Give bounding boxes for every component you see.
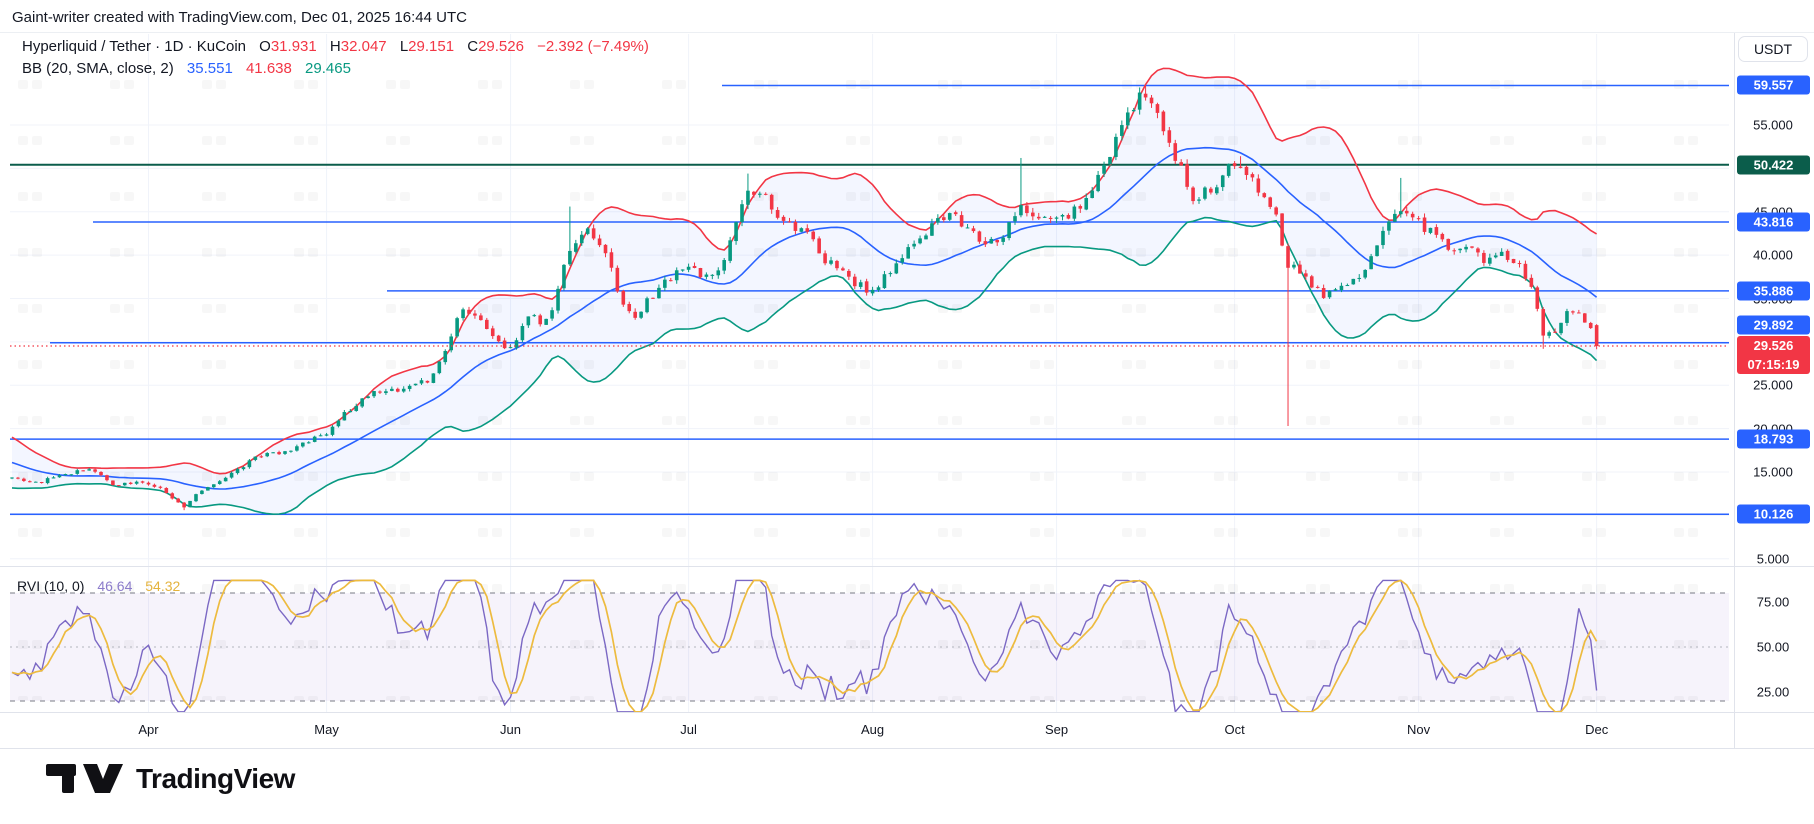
time-axis-label-dec: Dec (1585, 722, 1609, 737)
price-axis-label: 5.000 (1756, 551, 1790, 567)
axis-divider (1734, 33, 1735, 748)
rvi-legend[interactable]: RVI (10, 0) 46.64 54.32 (17, 578, 180, 594)
price-level-badge[interactable]: 43.816 (1737, 212, 1810, 232)
bb-title[interactable]: BB (20, SMA, close, 2) (22, 60, 174, 77)
time-axis-label-apr: Apr (138, 722, 159, 737)
time-axis-label-sep: Sep (1044, 722, 1069, 737)
open-label: O (259, 38, 271, 55)
bar-countdown: 07:15:19 (1747, 357, 1800, 373)
rvi-axis-label: 25.00 (1756, 684, 1790, 700)
current-price-badge: 29.526 (1753, 338, 1794, 354)
currency-button[interactable]: USDT (1738, 36, 1808, 62)
time-axis-label-oct: Oct (1224, 722, 1245, 737)
symbol-title[interactable]: Hyperliquid / Tether · 1D · KuCoin (22, 38, 246, 55)
price-level-badge[interactable]: 29.892 (1737, 315, 1810, 335)
tradingview-logo[interactable]: TradingView (46, 760, 295, 798)
price-level-badge[interactable]: 10.126 (1737, 504, 1810, 524)
time-axis-label-jun: Jun (500, 722, 522, 737)
bb-lower-value: 29.465 (305, 60, 351, 77)
chart-bottom-border (0, 748, 1814, 749)
change-value: −2.392 (−7.49%) (537, 38, 649, 55)
close-value: 29.526 (478, 38, 524, 55)
timeaxis-divider (0, 712, 1814, 713)
pane-divider[interactable] (0, 566, 1814, 567)
header-divider (0, 32, 1814, 33)
price-level-badge[interactable]: 50.422 (1737, 155, 1810, 175)
price-level-badge[interactable]: 18.793 (1737, 429, 1810, 449)
close-label: C (467, 38, 479, 55)
symbol-legend[interactable]: Hyperliquid / Tether · 1D · KuCoin O31.9… (22, 38, 649, 55)
bb-basis-value: 35.551 (186, 60, 233, 77)
high-value: 32.047 (340, 38, 387, 55)
price-axis-label: 40.000 (1753, 247, 1793, 263)
time-axis-label-jul: Jul (680, 722, 697, 737)
rvi-value: 46.64 (97, 578, 133, 594)
price-axis-label: 15.000 (1753, 464, 1793, 480)
time-axis-label-may: May (314, 722, 339, 737)
bollinger-legend[interactable]: BB (20, SMA, close, 2) 35.551 41.638 29.… (22, 60, 351, 77)
rvi-title[interactable]: RVI (10, 0) (17, 578, 85, 594)
time-axis-label-nov: Nov (1407, 722, 1431, 737)
tradingview-logo-text: TradingView (136, 763, 295, 794)
price-level-badge[interactable]: 59.557 (1737, 75, 1810, 95)
low-label: L (399, 38, 409, 55)
low-value: 29.151 (408, 38, 455, 55)
price-level-badge[interactable]: 35.886 (1737, 281, 1810, 301)
high-label: H (329, 38, 341, 55)
rvi-axis-label: 75.00 (1756, 594, 1790, 610)
price-axis-label: 55.000 (1753, 117, 1793, 133)
time-axis-label-aug: Aug (860, 722, 885, 737)
bb-upper-value: 41.638 (245, 60, 292, 77)
price-axis-label: 25.000 (1753, 377, 1793, 393)
tradingview-logo-icon (46, 764, 123, 793)
price-level-badge[interactable]: 29.526 07:15:19 (1737, 336, 1810, 375)
attribution-text: Gaint-writer created with TradingView.co… (12, 9, 467, 26)
rvi-signal-value: 54.32 (145, 578, 181, 594)
rvi-axis-label: 50.00 (1756, 639, 1790, 655)
open-value: 31.931 (270, 38, 317, 55)
